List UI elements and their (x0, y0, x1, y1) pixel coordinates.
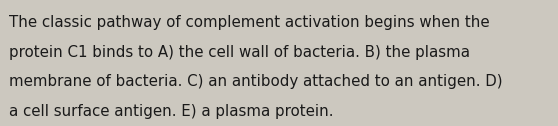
Text: The classic pathway of complement activation begins when the: The classic pathway of complement activa… (9, 15, 489, 30)
Text: membrane of bacteria. C) an antibody attached to an antigen. D): membrane of bacteria. C) an antibody att… (9, 74, 503, 89)
Text: protein C1 binds to A) the cell wall of bacteria. B) the plasma: protein C1 binds to A) the cell wall of … (9, 45, 470, 60)
Text: a cell surface antigen. E) a plasma protein.: a cell surface antigen. E) a plasma prot… (9, 104, 334, 119)
